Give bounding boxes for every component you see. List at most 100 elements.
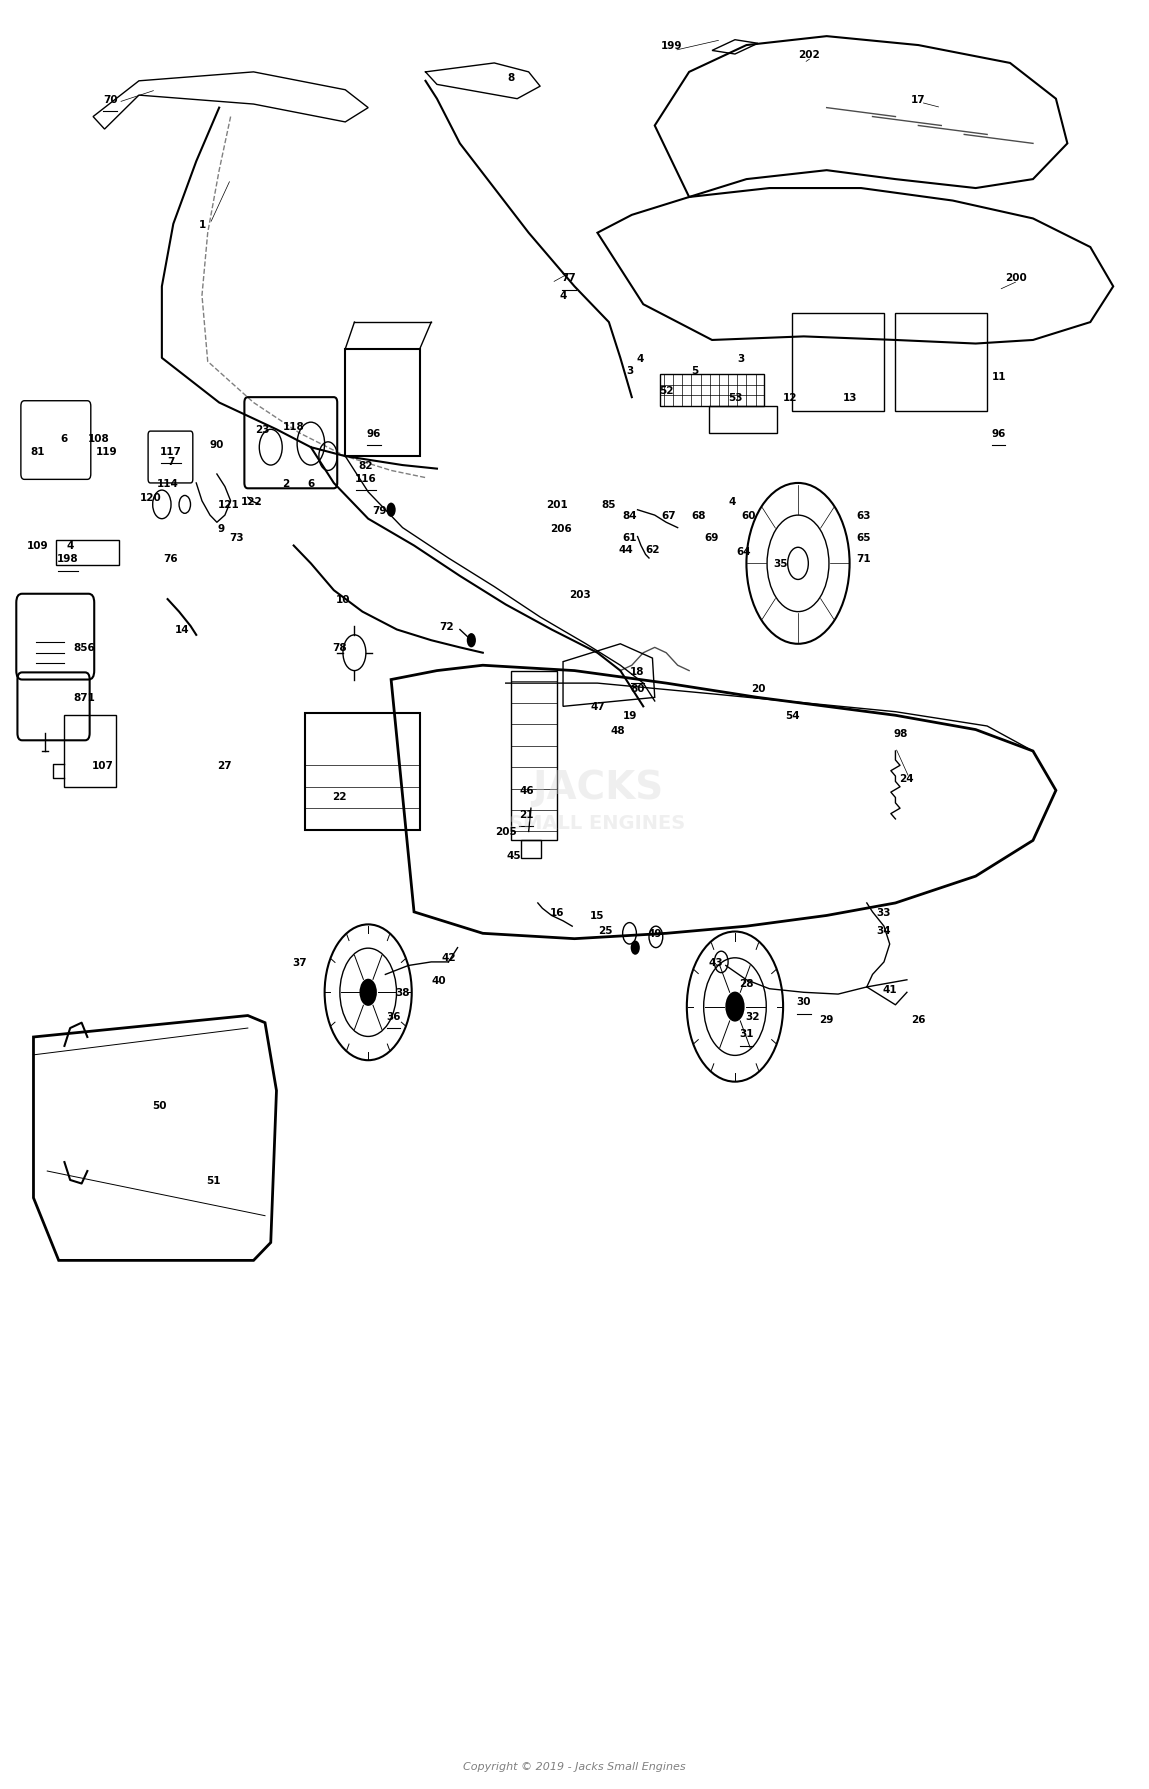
Text: 33: 33 (877, 907, 892, 918)
Text: 77: 77 (562, 274, 576, 283)
Text: JACKS: JACKS (532, 767, 663, 807)
Text: 49: 49 (648, 928, 662, 939)
Text: 108: 108 (88, 435, 109, 444)
Text: 1: 1 (199, 220, 206, 229)
Text: 13: 13 (842, 394, 857, 403)
Text: 871: 871 (74, 692, 95, 703)
Text: 26: 26 (911, 1014, 926, 1025)
Text: 3: 3 (626, 367, 633, 376)
Text: 38: 38 (395, 988, 410, 998)
Text: 14: 14 (175, 624, 190, 635)
Text: 9: 9 (218, 524, 225, 533)
Text: 205: 205 (495, 827, 517, 837)
Text: 107: 107 (91, 760, 114, 771)
Text: 118: 118 (283, 422, 304, 431)
Text: 4: 4 (631, 943, 638, 954)
Text: 16: 16 (550, 907, 564, 918)
Text: 53: 53 (727, 394, 742, 403)
Text: 198: 198 (57, 553, 78, 564)
Text: 82: 82 (358, 462, 373, 471)
Bar (64, 716, 116, 787)
Text: 12: 12 (782, 394, 797, 403)
Text: 32: 32 (745, 1011, 759, 1022)
Text: 4: 4 (67, 542, 74, 551)
Text: 96: 96 (367, 429, 381, 438)
Text: 45: 45 (507, 850, 520, 861)
Text: 5: 5 (692, 367, 699, 376)
Text: 25: 25 (599, 925, 612, 936)
Text: 206: 206 (550, 524, 571, 533)
Text: 28: 28 (739, 979, 754, 989)
Text: 200: 200 (1005, 274, 1027, 283)
Text: 81: 81 (31, 447, 45, 456)
Text: 64: 64 (737, 547, 751, 556)
Text: 119: 119 (97, 447, 117, 456)
Text: 3: 3 (737, 354, 745, 363)
Text: 4: 4 (637, 354, 643, 363)
Text: 117: 117 (160, 447, 182, 456)
Text: 121: 121 (217, 501, 239, 510)
Text: 79: 79 (372, 506, 387, 515)
Text: 68: 68 (691, 512, 705, 521)
Bar (306, 714, 419, 830)
Text: 47: 47 (591, 701, 604, 712)
Text: 34: 34 (877, 925, 892, 936)
Bar (793, 315, 884, 411)
Bar (895, 315, 987, 411)
Text: 6: 6 (307, 479, 315, 488)
Text: 98: 98 (894, 728, 909, 739)
Bar (345, 349, 419, 456)
Text: 2: 2 (282, 479, 290, 488)
Text: 42: 42 (441, 952, 456, 962)
Bar (511, 671, 557, 841)
Text: 73: 73 (229, 533, 244, 542)
Text: 69: 69 (704, 533, 719, 542)
Bar (709, 406, 778, 433)
Text: 7: 7 (168, 458, 175, 467)
Text: Copyright © 2019 - Jacks Small Engines: Copyright © 2019 - Jacks Small Engines (463, 1760, 686, 1771)
Text: 40: 40 (432, 975, 447, 986)
Text: 62: 62 (646, 546, 660, 555)
Text: 21: 21 (519, 809, 533, 819)
Text: 120: 120 (139, 494, 161, 503)
Text: 71: 71 (856, 553, 871, 564)
Text: 116: 116 (355, 474, 377, 483)
Bar (661, 374, 764, 406)
Text: 63: 63 (856, 512, 871, 521)
Text: 30: 30 (796, 996, 811, 1007)
Text: 203: 203 (570, 589, 591, 599)
Text: 41: 41 (882, 984, 897, 995)
Text: 80: 80 (631, 683, 645, 694)
Text: 18: 18 (631, 666, 645, 676)
Text: 29: 29 (819, 1014, 834, 1025)
Text: 15: 15 (591, 911, 604, 921)
Text: 23: 23 (255, 426, 270, 435)
Bar (56, 540, 119, 565)
Circle shape (466, 633, 476, 648)
Text: 96: 96 (992, 429, 1005, 438)
Text: 36: 36 (386, 1011, 401, 1022)
Circle shape (631, 941, 640, 955)
Text: 52: 52 (658, 386, 673, 395)
Text: 84: 84 (623, 512, 637, 521)
Text: 31: 31 (739, 1029, 754, 1039)
Text: 122: 122 (240, 497, 262, 506)
Text: 20: 20 (750, 683, 765, 694)
Text: 19: 19 (623, 710, 637, 721)
Text: 35: 35 (773, 558, 788, 569)
Text: 43: 43 (708, 957, 723, 968)
Text: 60: 60 (741, 512, 756, 521)
Bar (520, 841, 541, 859)
Text: 10: 10 (336, 594, 350, 605)
Text: 67: 67 (661, 512, 676, 521)
Text: 27: 27 (217, 760, 232, 771)
Text: 22: 22 (332, 791, 347, 801)
Text: 50: 50 (153, 1100, 167, 1111)
Text: 90: 90 (209, 440, 224, 449)
Text: 61: 61 (623, 533, 637, 542)
Text: 11: 11 (992, 372, 1005, 381)
Text: 201: 201 (547, 501, 569, 510)
Text: 76: 76 (163, 553, 178, 564)
Text: 114: 114 (156, 479, 178, 488)
Text: 51: 51 (206, 1175, 221, 1186)
